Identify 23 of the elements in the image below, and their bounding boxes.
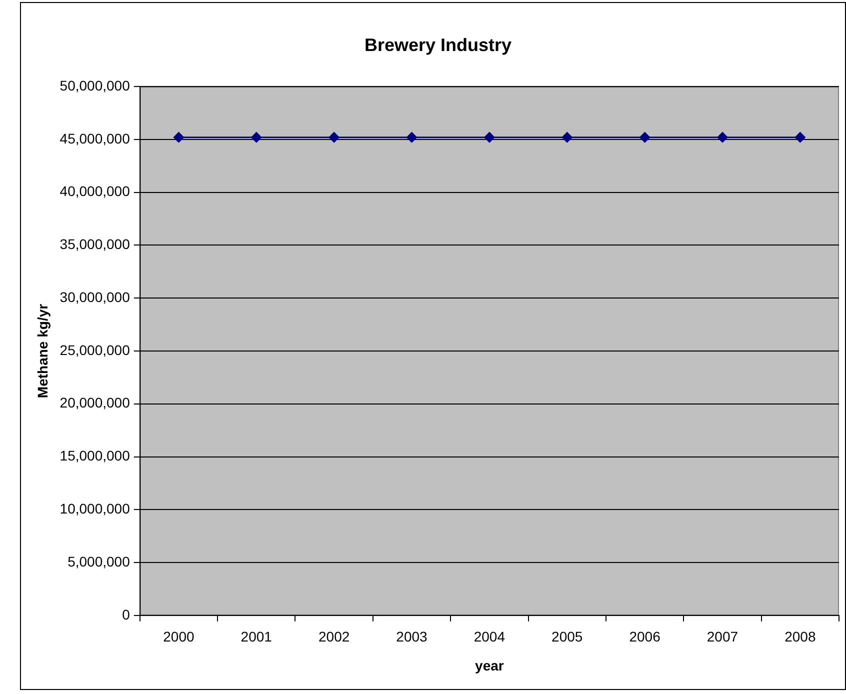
y-tick-label: 0: [122, 606, 130, 622]
x-tick-label: 2001: [240, 628, 272, 645]
y-tick-label: 45,000,000: [60, 130, 130, 146]
x-tick-label: 2000: [163, 628, 194, 645]
y-axis-title: Methane kg/yr: [34, 303, 50, 398]
y-tick-label: 15,000,000: [60, 448, 130, 464]
y-tick-label: 40,000,000: [60, 183, 130, 200]
x-tick-label: 2002: [318, 628, 350, 645]
y-tick-label: 20,000,000: [60, 394, 130, 411]
x-tick-label: 2005: [552, 628, 583, 645]
y-tick-label: 10,000,000: [60, 500, 130, 516]
chart-title: Brewery Industry: [364, 34, 512, 55]
x-tick-label: 2006: [629, 628, 661, 645]
y-tick-label: 25,000,000: [60, 342, 130, 358]
y-tick-label: 50,000,000: [60, 77, 130, 94]
x-axis-title: year: [475, 657, 504, 674]
x-tick-label: 2004: [474, 628, 506, 645]
x-tick-label: 2003: [396, 628, 428, 645]
y-tick-label: 30,000,000: [60, 288, 130, 305]
x-tick-label: 2007: [706, 628, 738, 645]
y-tick-label: 35,000,000: [60, 236, 130, 252]
x-tick-label: 2008: [784, 628, 816, 645]
y-tick-label: 5,000,000: [68, 553, 130, 570]
